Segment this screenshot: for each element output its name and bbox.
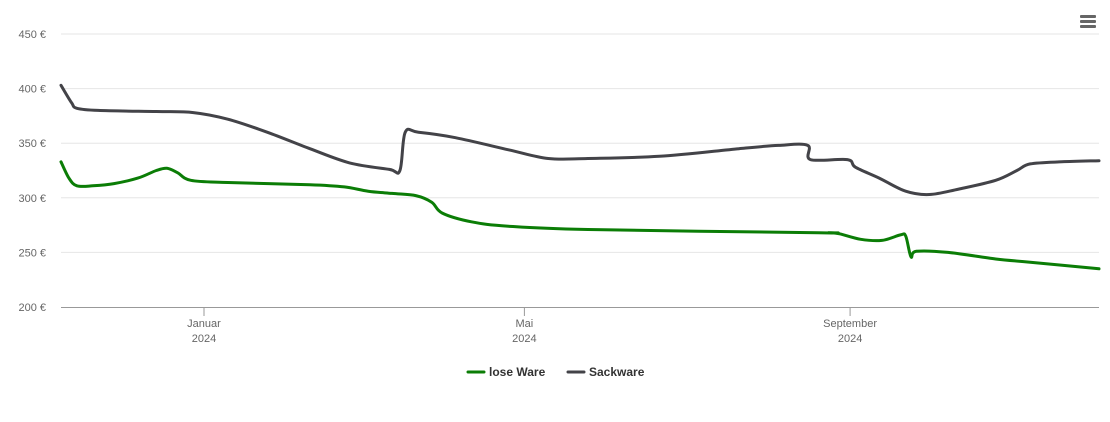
series-line-lose-ware[interactable] xyxy=(59,160,1101,271)
series-lines xyxy=(59,83,1101,271)
hamburger-menu-icon-bar xyxy=(1080,25,1096,28)
x-tick-year-label: 2024 xyxy=(838,333,862,345)
y-tick-label: 250 € xyxy=(18,247,46,259)
legend-label: Sackware xyxy=(589,365,645,379)
hamburger-menu-icon xyxy=(1080,15,1096,18)
x-tick-year-label: 2024 xyxy=(192,333,216,345)
y-tick-label: 350 € xyxy=(18,138,46,150)
x-tick-label: Januar xyxy=(187,318,221,330)
legend-label: lose Ware xyxy=(489,365,546,379)
x-tick-label: Mai xyxy=(516,318,534,330)
chart-menu-button[interactable] xyxy=(1076,12,1100,32)
x-tick-label: September xyxy=(823,318,877,330)
legend[interactable]: lose Ware Sackware xyxy=(466,365,645,379)
x-tick-year-label: 2024 xyxy=(512,333,536,345)
grid-lines xyxy=(61,33,1099,253)
legend-item-sackware[interactable]: Sackware xyxy=(566,365,645,379)
y-tick-label: 300 € xyxy=(18,193,46,205)
legend-item-lose-ware[interactable]: lose Ware xyxy=(466,365,546,379)
x-axis: Januar 2024 Mai 2024 September 2024 xyxy=(187,307,877,345)
y-tick-label: 450 € xyxy=(18,29,46,41)
series-line-sackware[interactable] xyxy=(59,83,1101,197)
y-tick-label: 400 € xyxy=(18,84,46,96)
y-axis: 200 € 250 € 300 € 350 € 400 € 450 € xyxy=(18,29,46,314)
hamburger-menu-icon-bar xyxy=(1080,20,1096,23)
y-tick-label: 200 € xyxy=(18,302,46,314)
